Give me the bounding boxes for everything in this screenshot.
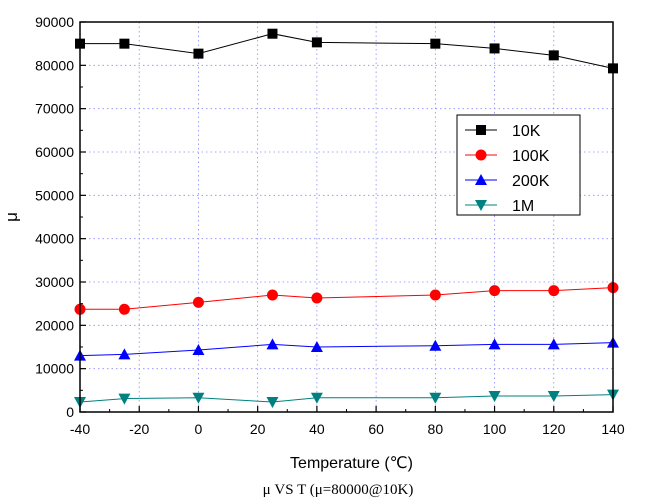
ticks: -40 -20 0 20 40 60 80 100 120 140 0 10000 20000 30000… xyxy=(35,14,625,437)
data-point xyxy=(118,303,130,315)
series-line xyxy=(80,287,614,310)
legend-label: 100K xyxy=(512,148,550,165)
data-point xyxy=(310,392,323,404)
x-tick-label: 100 xyxy=(483,421,507,437)
legend-marker xyxy=(475,200,487,211)
data-point xyxy=(429,392,442,404)
x-tick-label: 0 xyxy=(195,421,203,437)
legend-label: 10K xyxy=(512,123,541,140)
series-line xyxy=(80,33,614,69)
series-line xyxy=(79,342,614,357)
series-layer xyxy=(74,28,619,409)
data-point xyxy=(192,296,204,308)
x-tick-label: 20 xyxy=(250,421,266,437)
data-point xyxy=(311,292,323,304)
y-tick-label: 90000 xyxy=(35,14,74,30)
legend: 10K 100K 200K 1M xyxy=(456,114,581,216)
legend-item: 1M xyxy=(465,198,534,215)
data-point xyxy=(267,28,278,39)
data-point xyxy=(547,390,560,402)
y-tick-label: 60000 xyxy=(35,144,74,160)
data-point xyxy=(548,50,559,61)
data-point xyxy=(547,338,560,350)
data-point xyxy=(192,344,205,356)
y-tick-label: 80000 xyxy=(35,57,74,73)
legend-marker xyxy=(476,125,486,135)
data-point xyxy=(488,338,501,350)
series-200k xyxy=(74,336,619,361)
plot-frame xyxy=(79,21,614,413)
y-tick-label: 10000 xyxy=(35,361,74,377)
data-point xyxy=(119,38,130,49)
data-point xyxy=(489,43,500,54)
y-tick-label: 40000 xyxy=(35,231,74,247)
y-tick-label: 70000 xyxy=(35,101,74,117)
data-point xyxy=(489,285,501,297)
chart-caption: μ VS T (μ=80000@10K) xyxy=(263,482,414,498)
x-tick-label: -40 xyxy=(70,421,90,437)
data-point xyxy=(118,393,131,405)
data-point xyxy=(488,390,501,402)
series-1m xyxy=(74,389,619,409)
data-point xyxy=(266,397,279,409)
x-tick-label: -20 xyxy=(129,421,149,437)
data-point xyxy=(266,338,279,350)
data-point xyxy=(266,289,278,301)
x-tick-label: 40 xyxy=(309,421,325,437)
x-tick-label: 80 xyxy=(428,421,444,437)
legend-marker xyxy=(475,174,487,185)
grid xyxy=(80,22,613,412)
x-tick-label: 60 xyxy=(368,421,384,437)
data-point xyxy=(192,392,205,404)
series-100k xyxy=(74,282,619,315)
data-point xyxy=(311,37,322,48)
legend-item: 200K xyxy=(465,173,550,190)
x-axis-title: Temperature (℃) xyxy=(290,455,413,472)
legend-label: 1M xyxy=(512,198,534,215)
series-line xyxy=(79,394,614,403)
y-tick-label: 0 xyxy=(66,404,74,420)
data-point xyxy=(429,289,441,301)
y-tick-label: 30000 xyxy=(35,274,74,290)
legend-item: 100K xyxy=(465,148,550,165)
data-point xyxy=(548,285,560,297)
data-point xyxy=(310,341,323,352)
x-tick-label: 140 xyxy=(601,421,625,437)
legend-marker xyxy=(475,149,487,161)
data-point xyxy=(118,348,131,360)
legend-label: 200K xyxy=(512,173,550,190)
x-tick-label: 120 xyxy=(542,421,566,437)
y-tick-label: 50000 xyxy=(35,187,74,203)
data-point xyxy=(193,48,204,59)
legend-item: 10K xyxy=(465,123,541,140)
y-tick-label: 20000 xyxy=(35,317,74,333)
y-axis-title: μ xyxy=(2,212,21,222)
series-10k xyxy=(75,28,618,74)
data-point xyxy=(430,38,441,49)
data-point xyxy=(429,339,442,351)
